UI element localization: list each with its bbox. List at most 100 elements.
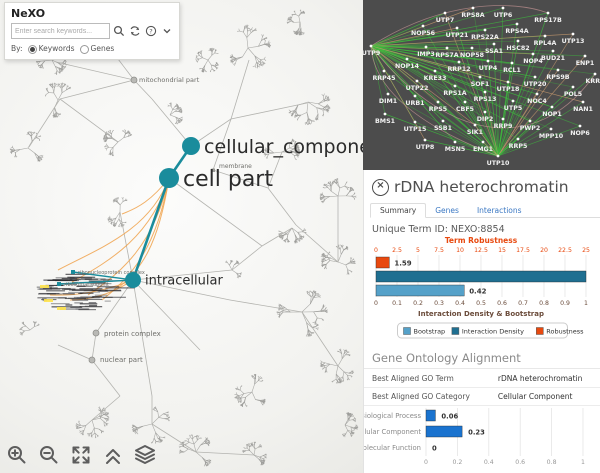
gene-node[interactable] xyxy=(583,54,587,58)
collapse-icon[interactable] xyxy=(101,443,125,467)
gene-node[interactable] xyxy=(463,100,467,104)
gene-label[interactable]: MSN5 xyxy=(445,146,465,153)
gene-node[interactable] xyxy=(455,26,459,30)
gene-label[interactable]: UTP6 xyxy=(494,12,513,19)
gene-node[interactable] xyxy=(516,137,520,141)
gene-label[interactable]: BMS1 xyxy=(375,118,395,125)
gene-label[interactable]: SOF1 xyxy=(471,81,490,88)
search-icon[interactable] xyxy=(113,25,126,38)
gene-node[interactable] xyxy=(510,61,514,65)
gene-label[interactable]: NOP14 xyxy=(395,63,420,70)
gene-node[interactable] xyxy=(515,22,519,26)
gene-label[interactable]: NOP6 xyxy=(570,130,590,137)
gene-label[interactable]: KRR1 xyxy=(586,78,600,85)
gene-node[interactable] xyxy=(528,119,532,123)
term-node[interactable] xyxy=(182,137,200,155)
gene-node[interactable] xyxy=(543,34,547,38)
term-label[interactable]: mitochondrial part xyxy=(139,76,200,84)
gene-label[interactable]: ENP1 xyxy=(576,60,595,67)
gene-label[interactable]: PWP2 xyxy=(520,125,541,132)
ontology-network-svg[interactable]: membrane mitochondrial part protein comple… xyxy=(0,0,363,473)
gene-node[interactable] xyxy=(506,80,510,84)
gene-label[interactable]: RPS8A xyxy=(461,12,484,19)
gene-label[interactable]: UTP13 xyxy=(562,38,585,45)
gene-node[interactable] xyxy=(433,69,437,73)
term-label[interactable]: protein complex xyxy=(104,330,161,338)
gene-node[interactable] xyxy=(441,119,445,123)
gene-label[interactable]: SSA1 xyxy=(485,48,503,55)
gene-node[interactable] xyxy=(501,6,505,10)
gene-interaction-graph[interactable]: UTP9 UTP10 RPS8A UTP6 RPS17B UTP7 NOP56 UTP21 RP… xyxy=(363,0,600,170)
gene-node[interactable] xyxy=(533,75,537,79)
gene-node[interactable] xyxy=(445,46,449,50)
gene-node[interactable] xyxy=(535,92,539,96)
gene-label[interactable]: UTP18 xyxy=(497,86,520,93)
gene-node[interactable] xyxy=(531,52,535,56)
gene-node[interactable] xyxy=(413,120,417,124)
gene-label[interactable]: UTP9 xyxy=(363,50,380,57)
gene-node[interactable] xyxy=(593,72,597,76)
gene-node[interactable] xyxy=(556,68,560,72)
gene-node[interactable] xyxy=(421,24,425,28)
gene-label[interactable]: POL5 xyxy=(564,91,582,98)
gene-label[interactable]: UTP21 xyxy=(446,32,469,39)
term-node[interactable] xyxy=(125,272,141,288)
gene-node[interactable] xyxy=(550,105,554,109)
gene-label[interactable]: RPS4A xyxy=(505,28,528,35)
gene-node[interactable] xyxy=(457,60,461,64)
ontology-canvas[interactable]: membrane mitochondrial part protein comple… xyxy=(0,0,363,473)
gene-node[interactable] xyxy=(470,46,474,50)
gene-node[interactable] xyxy=(481,140,485,144)
term-node[interactable] xyxy=(159,168,179,188)
gene-label[interactable]: RPS1A xyxy=(443,90,466,97)
help-icon[interactable]: ? xyxy=(145,25,158,38)
gene-node[interactable] xyxy=(424,45,428,49)
close-icon[interactable]: × xyxy=(372,178,389,196)
gene-node[interactable] xyxy=(551,49,555,53)
gene-node[interactable] xyxy=(369,44,373,48)
gene-label[interactable]: NOC4 xyxy=(527,98,547,105)
gene-label[interactable]: NOP56 xyxy=(411,30,436,37)
tab-interactions[interactable]: Interactions xyxy=(476,206,522,215)
reset-icon[interactable] xyxy=(129,25,142,38)
search-input[interactable] xyxy=(11,23,110,39)
term-label[interactable]: membrane xyxy=(219,163,252,170)
gene-label[interactable]: RPS7A xyxy=(435,52,458,59)
gene-node[interactable] xyxy=(571,32,575,36)
term-label[interactable]: ribonucleoprotein complex xyxy=(78,270,145,276)
gene-label[interactable]: UTP8 xyxy=(416,144,434,151)
gene-label[interactable]: NAN1 xyxy=(573,106,593,113)
gene-node[interactable] xyxy=(546,11,550,15)
gene-label[interactable]: NOP1 xyxy=(542,111,562,118)
gene-label[interactable]: IMP3 xyxy=(417,51,435,58)
radio-keywords[interactable]: Keywords xyxy=(27,44,75,54)
gene-node[interactable] xyxy=(549,127,553,131)
gene-node[interactable] xyxy=(501,117,505,121)
gene-label[interactable]: UTP5 xyxy=(504,105,522,112)
gene-node[interactable] xyxy=(405,57,409,61)
chevron-down-icon[interactable] xyxy=(160,25,173,38)
gene-node[interactable] xyxy=(511,99,515,103)
gene-node[interactable] xyxy=(382,69,386,73)
tab-genes[interactable]: Genes xyxy=(435,206,459,215)
radio-genes-dot[interactable] xyxy=(79,44,89,54)
gene-label[interactable]: KRE33 xyxy=(424,75,447,82)
gene-node[interactable] xyxy=(571,85,575,89)
tab-summary[interactable]: Summary xyxy=(370,203,427,218)
zoom-out-icon[interactable] xyxy=(37,443,61,467)
gene-label[interactable]: UTP10 xyxy=(487,160,510,167)
gene-label[interactable]: RRP45 xyxy=(372,75,395,82)
gene-node[interactable] xyxy=(483,90,487,94)
gene-label[interactable]: RPS9B xyxy=(546,74,569,81)
gene-label[interactable]: URB1 xyxy=(405,100,424,107)
gene-label[interactable]: SIK1 xyxy=(467,129,483,136)
gene-node[interactable] xyxy=(496,154,500,158)
gene-label[interactable]: MPP10 xyxy=(539,133,564,140)
gene-label[interactable]: UTP7 xyxy=(436,17,454,24)
gene-label[interactable]: SSB1 xyxy=(434,125,452,132)
gene-node[interactable] xyxy=(453,84,457,88)
gene-label[interactable]: RPL4A xyxy=(534,40,557,47)
gene-label[interactable]: RCL1 xyxy=(503,67,521,74)
gene-node[interactable] xyxy=(516,39,520,43)
gene-label[interactable]: DIM1 xyxy=(379,98,397,105)
